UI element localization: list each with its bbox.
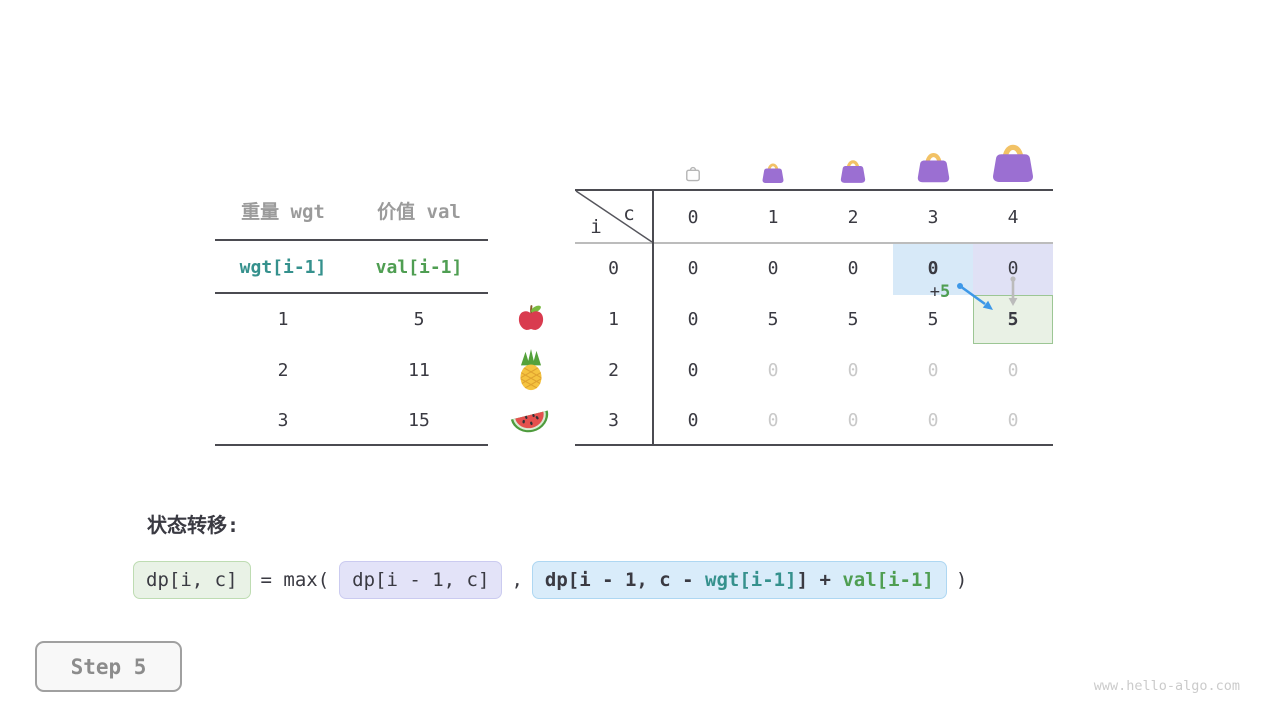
dp-cell-r1-c2: 5: [847, 309, 859, 330]
dp-table-bottom-border: [575, 444, 1053, 446]
dp-col-header-3: 3: [927, 207, 939, 228]
formula-arg2-plus-part: ] +: [796, 569, 843, 591]
bag-empty-icon: [686, 166, 700, 182]
formula-lhs-box: dp[i, c]: [133, 561, 251, 599]
bag-large-icon: [917, 146, 950, 184]
item-2-value: 11: [408, 360, 430, 381]
apple-icon: [518, 305, 544, 330]
dp-cell-r1-c4: 5: [1007, 309, 1019, 330]
dp-cell-r0-c4: 0: [1007, 258, 1019, 279]
dp-cell-r1-c1: 5: [767, 309, 779, 330]
items-table-weight-subheader: wgt[i-1]: [239, 257, 327, 278]
dp-col-header-1: 1: [767, 207, 779, 228]
dp-corner-col-label: c: [623, 203, 635, 225]
dp-table-top-border: [575, 189, 1053, 191]
dp-cell-r2-c2: 0: [847, 360, 859, 381]
formula-arg2-wgt-part: wgt[i-1]: [705, 569, 797, 591]
formula-arg2-box: dp[i - 1, c - wgt[i-1]] + val[i-1]: [531, 561, 947, 599]
dp-cell-r2-c3: 0: [927, 360, 939, 381]
bag-medium-icon: [840, 155, 866, 184]
dp-row-header-1: 1: [608, 309, 619, 330]
dp-table-header-divider: [575, 242, 1053, 244]
items-table-bottom-divider: [215, 444, 488, 446]
dp-table-vertical-border: [652, 189, 654, 446]
formula-comma: ,: [511, 569, 523, 591]
dp-cell-r2-c1: 0: [767, 360, 779, 381]
formula-operator: = max(: [260, 569, 330, 591]
formula-close-paren: ): [955, 569, 968, 591]
bag-small-icon: [762, 159, 784, 184]
items-table-mid-divider: [215, 292, 488, 294]
watermelon-icon: [510, 410, 549, 433]
state-transition-formula: dp[i, c] = max( dp[i - 1, c] , dp[i - 1,…: [133, 561, 967, 599]
item-3-weight: 3: [277, 410, 289, 431]
annotation-value: 5: [940, 282, 951, 302]
transition-annotation: +5: [914, 282, 966, 302]
formula-arg2-dp-part: dp[i - 1, c -: [544, 569, 706, 591]
dp-cell-r0-c0: 0: [687, 258, 699, 279]
dp-cell-r3-c2: 0: [847, 410, 859, 431]
step-indicator-button[interactable]: Step 5: [35, 641, 182, 692]
items-table-value-header: 价值 val: [377, 201, 461, 223]
dp-cell-r0-c2: 0: [847, 258, 859, 279]
items-table-top-divider: [215, 239, 488, 241]
dp-cell-r0-c3: 0: [927, 258, 939, 279]
formula-arg1-box: dp[i - 1, c]: [339, 561, 503, 599]
pineapple-icon: [520, 349, 542, 391]
dp-cell-r0-c1: 0: [767, 258, 779, 279]
dp-cell-r3-c3: 0: [927, 410, 939, 431]
item-3-value: 15: [408, 410, 430, 431]
dp-cell-r3-c0: 0: [687, 410, 699, 431]
dp-cell-r2-c0: 0: [687, 360, 699, 381]
items-table-value-subheader: val[i-1]: [375, 257, 463, 278]
item-2-weight: 2: [277, 360, 289, 381]
dp-row-header-3: 3: [608, 410, 619, 431]
formula-arg2-val-part: val[i-1]: [842, 569, 934, 591]
dp-col-header-0: 0: [687, 207, 699, 228]
state-transition-heading: 状态转移:: [147, 513, 240, 537]
dp-row-header-0: 0: [608, 258, 619, 279]
dp-cell-r2-c4: 0: [1007, 360, 1019, 381]
annotation-plus: +: [929, 282, 940, 302]
watermark: www.hello-algo.com: [1093, 678, 1240, 694]
dp-corner-row-label: i: [590, 216, 602, 238]
bag-xlarge-icon: [992, 136, 1034, 184]
dp-cell-r1-c3: 5: [927, 309, 939, 330]
dp-cell-r1-c0: 0: [687, 309, 699, 330]
dp-row-header-2: 2: [608, 360, 619, 381]
items-table-weight-header: 重量 wgt: [241, 201, 325, 223]
item-1-value: 5: [413, 309, 425, 330]
dp-cell-r3-c1: 0: [767, 410, 779, 431]
dp-cell-r3-c4: 0: [1007, 410, 1019, 431]
dp-col-header-2: 2: [847, 207, 859, 228]
dp-col-header-4: 4: [1007, 207, 1019, 228]
item-1-weight: 1: [277, 309, 289, 330]
